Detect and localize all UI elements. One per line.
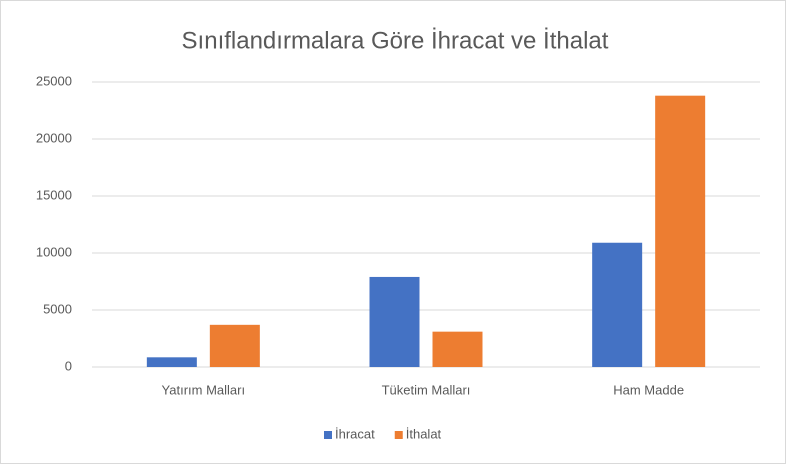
x-tick-label: Yatırım Malları (162, 382, 246, 397)
y-tick-label: 0 (65, 358, 72, 373)
y-tick-label: 20000 (36, 130, 72, 145)
legend-swatch (394, 431, 403, 439)
bar (146, 357, 197, 367)
y-tick-label: 15000 (36, 187, 72, 202)
y-tick-label: 10000 (36, 244, 72, 259)
y-tick-label: 25000 (36, 73, 72, 88)
bar (432, 331, 483, 367)
legend-swatch (324, 431, 332, 439)
bar (592, 242, 643, 367)
bar (209, 324, 260, 367)
x-tick-label: Ham Madde (613, 382, 684, 397)
legend-label: İhracat (335, 426, 375, 441)
x-tick-label: Tüketim Malları (382, 382, 471, 397)
chart-title: Sınıflandırmalara Göre İhracat ve İthala… (182, 27, 609, 54)
legend-label: İthalat (406, 426, 442, 441)
bar (369, 276, 420, 367)
bar (655, 95, 706, 368)
y-tick-label: 5000 (43, 301, 72, 316)
